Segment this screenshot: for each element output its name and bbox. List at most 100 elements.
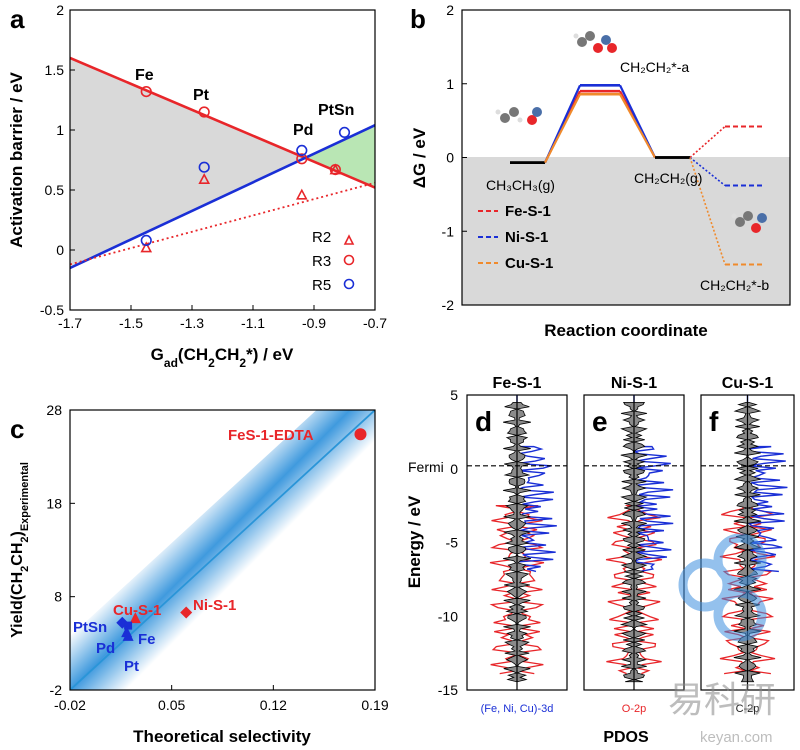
watermark-url: keyan.com bbox=[700, 729, 773, 746]
pdos-o2p-curve bbox=[746, 504, 776, 675]
point-cu-s-1 bbox=[129, 612, 141, 624]
point-r5 bbox=[198, 161, 210, 173]
panel-b-ylabel: ΔG / eV bbox=[410, 127, 429, 188]
label-pd: Pd bbox=[293, 122, 313, 139]
point-r3 bbox=[140, 85, 152, 98]
point-r2 bbox=[198, 172, 211, 184]
panel-def-ylabel: Energy / eV bbox=[405, 495, 424, 588]
connector-fe-s-1-2 bbox=[689, 125, 726, 159]
y-tick-label: 8 bbox=[54, 589, 62, 605]
point-r5 bbox=[338, 126, 351, 138]
fit-line-0 bbox=[70, 56, 375, 189]
pdos-title: Fe-S-1 bbox=[493, 375, 542, 392]
panel-c: c -0.02 0.05 0.12 0.19 -2 8 18 28 FeS-1-EDTA Ni… bbox=[9, 402, 389, 746]
panel-a: a -1.7 -1.5 -1.3 -1.1 -0.9 -0.7-0.500.511.52 … bbox=[7, 2, 387, 370]
panel-c-ylabel: Yield(CH2CH2)Experimental bbox=[9, 462, 31, 638]
y-tick-label: 0.5 bbox=[45, 182, 65, 198]
x-tick-label: -1.5 bbox=[119, 315, 143, 331]
legend-r2-marker bbox=[343, 234, 355, 245]
connector-cu-s-1-1 bbox=[619, 93, 656, 159]
y-tick-label: -2 bbox=[50, 682, 63, 698]
panel-a-letter: a bbox=[10, 4, 25, 34]
connector-cu-s-1-0 bbox=[544, 93, 581, 164]
y-tick-label: 2 bbox=[56, 2, 64, 18]
x-tick-label: -0.7 bbox=[363, 315, 387, 331]
connector-cu-s-1-2 bbox=[689, 157, 726, 265]
state-label-4: CH₂CH₂*-b bbox=[700, 277, 769, 293]
point-r5 bbox=[296, 144, 308, 156]
x-tick-label: 0.05 bbox=[158, 697, 185, 713]
pdos-o2p-curve bbox=[605, 504, 636, 675]
label-fes-1-edta: FeS-1-EDTA bbox=[228, 427, 314, 444]
pdos-o2p-curve bbox=[489, 504, 519, 675]
watermark: 易科研 keyan.com bbox=[668, 533, 776, 746]
point-r3 bbox=[329, 164, 341, 176]
panel-a-gray-region bbox=[70, 58, 306, 268]
pdos-panel-e: Ni-S-1e O-2p bbox=[583, 375, 685, 715]
watermark-logo-icon bbox=[678, 533, 767, 642]
fermi-label: Fermi bbox=[408, 459, 444, 475]
fit-line-1 bbox=[70, 124, 375, 270]
point-pt bbox=[122, 629, 134, 641]
panel-a-green-region bbox=[305, 125, 375, 188]
panel-c-frame bbox=[69, 409, 376, 691]
point-r3 bbox=[296, 153, 308, 165]
panel-a-ylabel: Activation barrier / eV bbox=[7, 71, 26, 247]
panel-a-legend: R2 R3 R5 bbox=[312, 229, 355, 294]
label-pd-c: Pd bbox=[96, 640, 115, 657]
y-tick-label: -10 bbox=[438, 608, 458, 624]
legend-r3: R3 bbox=[312, 253, 331, 270]
label-ni-s-1: Ni-S-1 bbox=[193, 597, 236, 614]
y-tick-label: 18 bbox=[46, 495, 62, 511]
y-tick-label: -1 bbox=[442, 223, 455, 239]
molecule-1-icon bbox=[495, 107, 542, 125]
panel-b-xlabel: Reaction coordinate bbox=[544, 321, 707, 340]
pdos-title: Cu-S-1 bbox=[722, 375, 774, 392]
pdos-o2p-curve bbox=[632, 504, 663, 675]
x-tick-label: -1.1 bbox=[241, 315, 265, 331]
legend-r2: R2 bbox=[312, 229, 331, 246]
point-r3 bbox=[198, 106, 210, 118]
panel-def-xlabel: PDOS bbox=[603, 729, 649, 746]
y-tick-label: 0 bbox=[446, 150, 454, 166]
y-tick-label: -0.5 bbox=[40, 302, 64, 318]
legend-r5: R5 bbox=[312, 277, 331, 294]
x-tick-label: -1.7 bbox=[58, 315, 82, 331]
legend-ni-s-1: Ni-S-1 bbox=[505, 229, 548, 246]
y-tick-label: -15 bbox=[438, 682, 458, 698]
y-tick-label: 2 bbox=[446, 2, 454, 18]
pdos-legend: (Fe, Ni, Cu)-3d bbox=[481, 703, 554, 715]
state-label-2: CH₂CH₂*-a bbox=[620, 59, 689, 75]
y-tick-label: 1.5 bbox=[45, 62, 65, 78]
label-fe: Fe bbox=[135, 67, 154, 84]
x-tick-label: 0.12 bbox=[260, 697, 287, 713]
legend-fe-s-1: Fe-S-1 bbox=[505, 203, 551, 220]
y-tick-label: 28 bbox=[46, 402, 62, 418]
panel-c-xlabel: Theoretical selectivity bbox=[133, 727, 311, 746]
point-r2 bbox=[140, 241, 153, 253]
pdos-o2p-curve bbox=[719, 504, 749, 675]
panel-a-frame bbox=[69, 9, 376, 311]
state-label-3: CH₂CH₂(g) bbox=[634, 170, 702, 186]
molecule-3-icon bbox=[731, 211, 767, 233]
point-fe bbox=[124, 621, 133, 630]
label-pt: Pt bbox=[193, 87, 210, 104]
pdos-legend: O-2p bbox=[622, 703, 646, 715]
y-tick-label: 0 bbox=[450, 461, 458, 477]
molecule-2-icon bbox=[573, 31, 617, 53]
pdos-letter: f bbox=[709, 406, 719, 437]
pdos-legend: C-2p bbox=[736, 703, 760, 715]
pdos-panel-f: Cu-S-1f C-2p bbox=[700, 375, 795, 715]
state-label-1: CH₃CH₃(g) bbox=[486, 177, 555, 193]
pdos-panel-d: Fe-S-1d (Fe, Ni, Cu)-3d bbox=[466, 375, 568, 715]
point-ptsn bbox=[116, 616, 129, 629]
label-fe-c: Fe bbox=[138, 631, 156, 648]
y-tick-label: -2 bbox=[442, 297, 455, 313]
label-ptsn-c: PtSn bbox=[73, 619, 107, 636]
point-fes-1-edta bbox=[354, 428, 367, 441]
panel-def: Energy / eV Fermi 5 0 -5 -10 -15 Fe-S-1d (Fe,… bbox=[405, 375, 795, 746]
pdos-letter: d bbox=[475, 406, 492, 437]
